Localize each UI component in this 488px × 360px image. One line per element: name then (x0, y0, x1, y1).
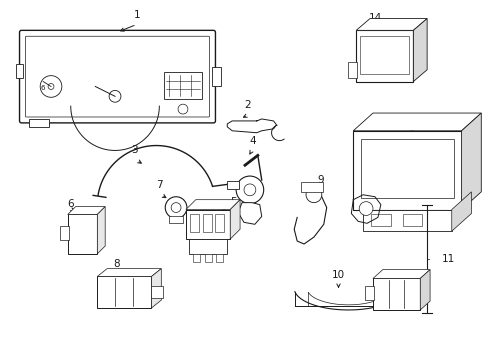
Bar (301, 182, 322, 192)
Bar (192, 254, 199, 262)
Bar (188, 239, 227, 254)
Text: 13: 13 (410, 116, 423, 126)
Circle shape (109, 90, 121, 102)
Bar (347, 62, 357, 78)
Bar (216, 254, 223, 262)
Circle shape (171, 203, 181, 212)
Bar (204, 254, 211, 262)
FancyBboxPatch shape (25, 36, 209, 117)
Bar (215, 215, 224, 232)
Text: 1: 1 (133, 10, 140, 19)
Bar (164, 72, 201, 99)
Bar (97, 276, 151, 308)
Bar (60, 226, 69, 240)
Polygon shape (451, 192, 470, 231)
Polygon shape (356, 18, 426, 30)
Circle shape (359, 202, 372, 215)
Circle shape (236, 176, 263, 204)
Text: 4: 4 (249, 136, 256, 145)
Bar (151, 286, 163, 298)
Bar (185, 210, 230, 239)
Bar (361, 139, 453, 198)
Polygon shape (185, 200, 240, 210)
Bar (356, 30, 412, 82)
Circle shape (165, 197, 186, 219)
Bar (189, 215, 198, 232)
Bar (360, 36, 408, 74)
Text: 5: 5 (229, 197, 236, 207)
Text: 6: 6 (41, 85, 45, 91)
Bar (16, 64, 23, 78)
Bar (365, 286, 373, 300)
Text: 7: 7 (156, 180, 163, 190)
Polygon shape (238, 203, 261, 224)
Polygon shape (461, 113, 480, 210)
FancyBboxPatch shape (20, 30, 215, 123)
Bar (68, 215, 97, 254)
Bar (363, 210, 451, 231)
Polygon shape (419, 270, 429, 310)
Polygon shape (68, 207, 105, 215)
Circle shape (244, 184, 255, 196)
Text: 14: 14 (367, 13, 381, 23)
Text: 10: 10 (331, 270, 345, 280)
Text: 9: 9 (317, 175, 324, 185)
Text: 8: 8 (113, 258, 120, 269)
Circle shape (305, 187, 321, 203)
Polygon shape (97, 269, 161, 276)
Polygon shape (412, 18, 426, 82)
Polygon shape (97, 207, 105, 254)
Bar (402, 215, 421, 226)
Polygon shape (352, 113, 480, 131)
Circle shape (48, 84, 54, 89)
Bar (372, 278, 419, 310)
Text: 6: 6 (67, 199, 74, 208)
Text: 12: 12 (397, 192, 410, 202)
Text: 2: 2 (244, 100, 251, 110)
Bar (29, 119, 49, 127)
Bar (227, 181, 239, 189)
Polygon shape (151, 269, 161, 308)
Bar (352, 131, 461, 210)
Bar (202, 215, 211, 232)
Bar (370, 215, 390, 226)
Bar (211, 67, 221, 86)
Bar (169, 216, 183, 223)
Polygon shape (372, 270, 429, 278)
Circle shape (178, 104, 187, 114)
Polygon shape (230, 200, 240, 239)
Text: 11: 11 (441, 254, 454, 264)
Text: 3: 3 (131, 145, 138, 156)
Circle shape (40, 76, 62, 97)
